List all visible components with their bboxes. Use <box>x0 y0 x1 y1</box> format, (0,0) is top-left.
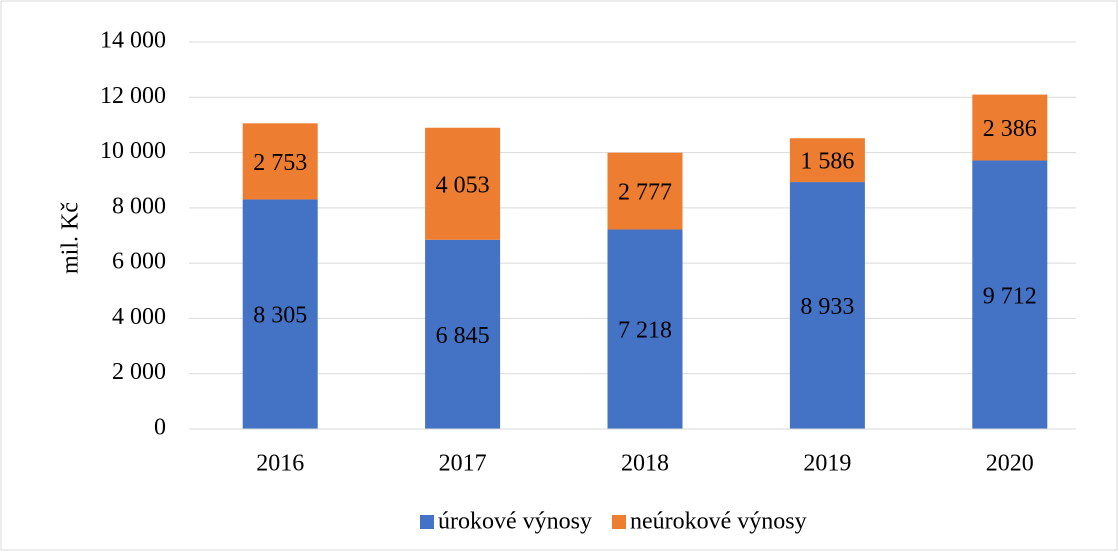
y-tick-label: 12 000 <box>100 83 166 109</box>
legend-swatch <box>611 515 626 529</box>
y-tick-label: 2 000 <box>112 359 166 385</box>
x-tick-label: 2016 <box>256 451 304 477</box>
data-label: 6 845 <box>436 323 490 349</box>
x-tick-label: 2018 <box>621 451 669 477</box>
bar-segment <box>425 239 501 429</box>
y-tick-label: 8 000 <box>112 193 166 219</box>
data-label: 4 053 <box>436 172 490 198</box>
y-axis-label: mil. Kč <box>58 202 84 274</box>
y-tick-label: 4 000 <box>112 304 166 330</box>
bar-segment <box>789 138 865 183</box>
data-label: 9 712 <box>983 283 1037 309</box>
x-tick-label: 2020 <box>986 451 1034 477</box>
data-label: 2 777 <box>618 180 672 206</box>
legend-label: neúrokové výnosy <box>630 509 807 535</box>
legend-label: úrokové výnosy <box>438 509 592 535</box>
data-label: 8 933 <box>800 294 854 320</box>
bar-segment <box>242 123 318 200</box>
x-tick-label: 2017 <box>439 451 487 477</box>
bar-segment <box>242 199 318 429</box>
data-label: 2 753 <box>253 150 307 176</box>
bar-segment <box>789 182 865 429</box>
bar-segment <box>607 229 683 429</box>
x-tick-label: 2019 <box>803 451 851 477</box>
y-tick-label: 6 000 <box>112 249 166 275</box>
y-tick-label: 0 <box>154 415 166 441</box>
y-tick-label: 14 000 <box>100 28 166 54</box>
bar-segment <box>425 127 501 240</box>
y-tick-label: 10 000 <box>100 138 166 164</box>
bar-segment <box>607 152 683 230</box>
legend-swatch <box>420 515 434 529</box>
data-label: 2 386 <box>983 116 1037 142</box>
bar-segment <box>972 160 1048 429</box>
data-label: 8 305 <box>253 303 307 329</box>
bar-segment <box>972 94 1048 161</box>
data-label: 7 218 <box>618 318 672 344</box>
data-label: 1 586 <box>800 149 854 175</box>
